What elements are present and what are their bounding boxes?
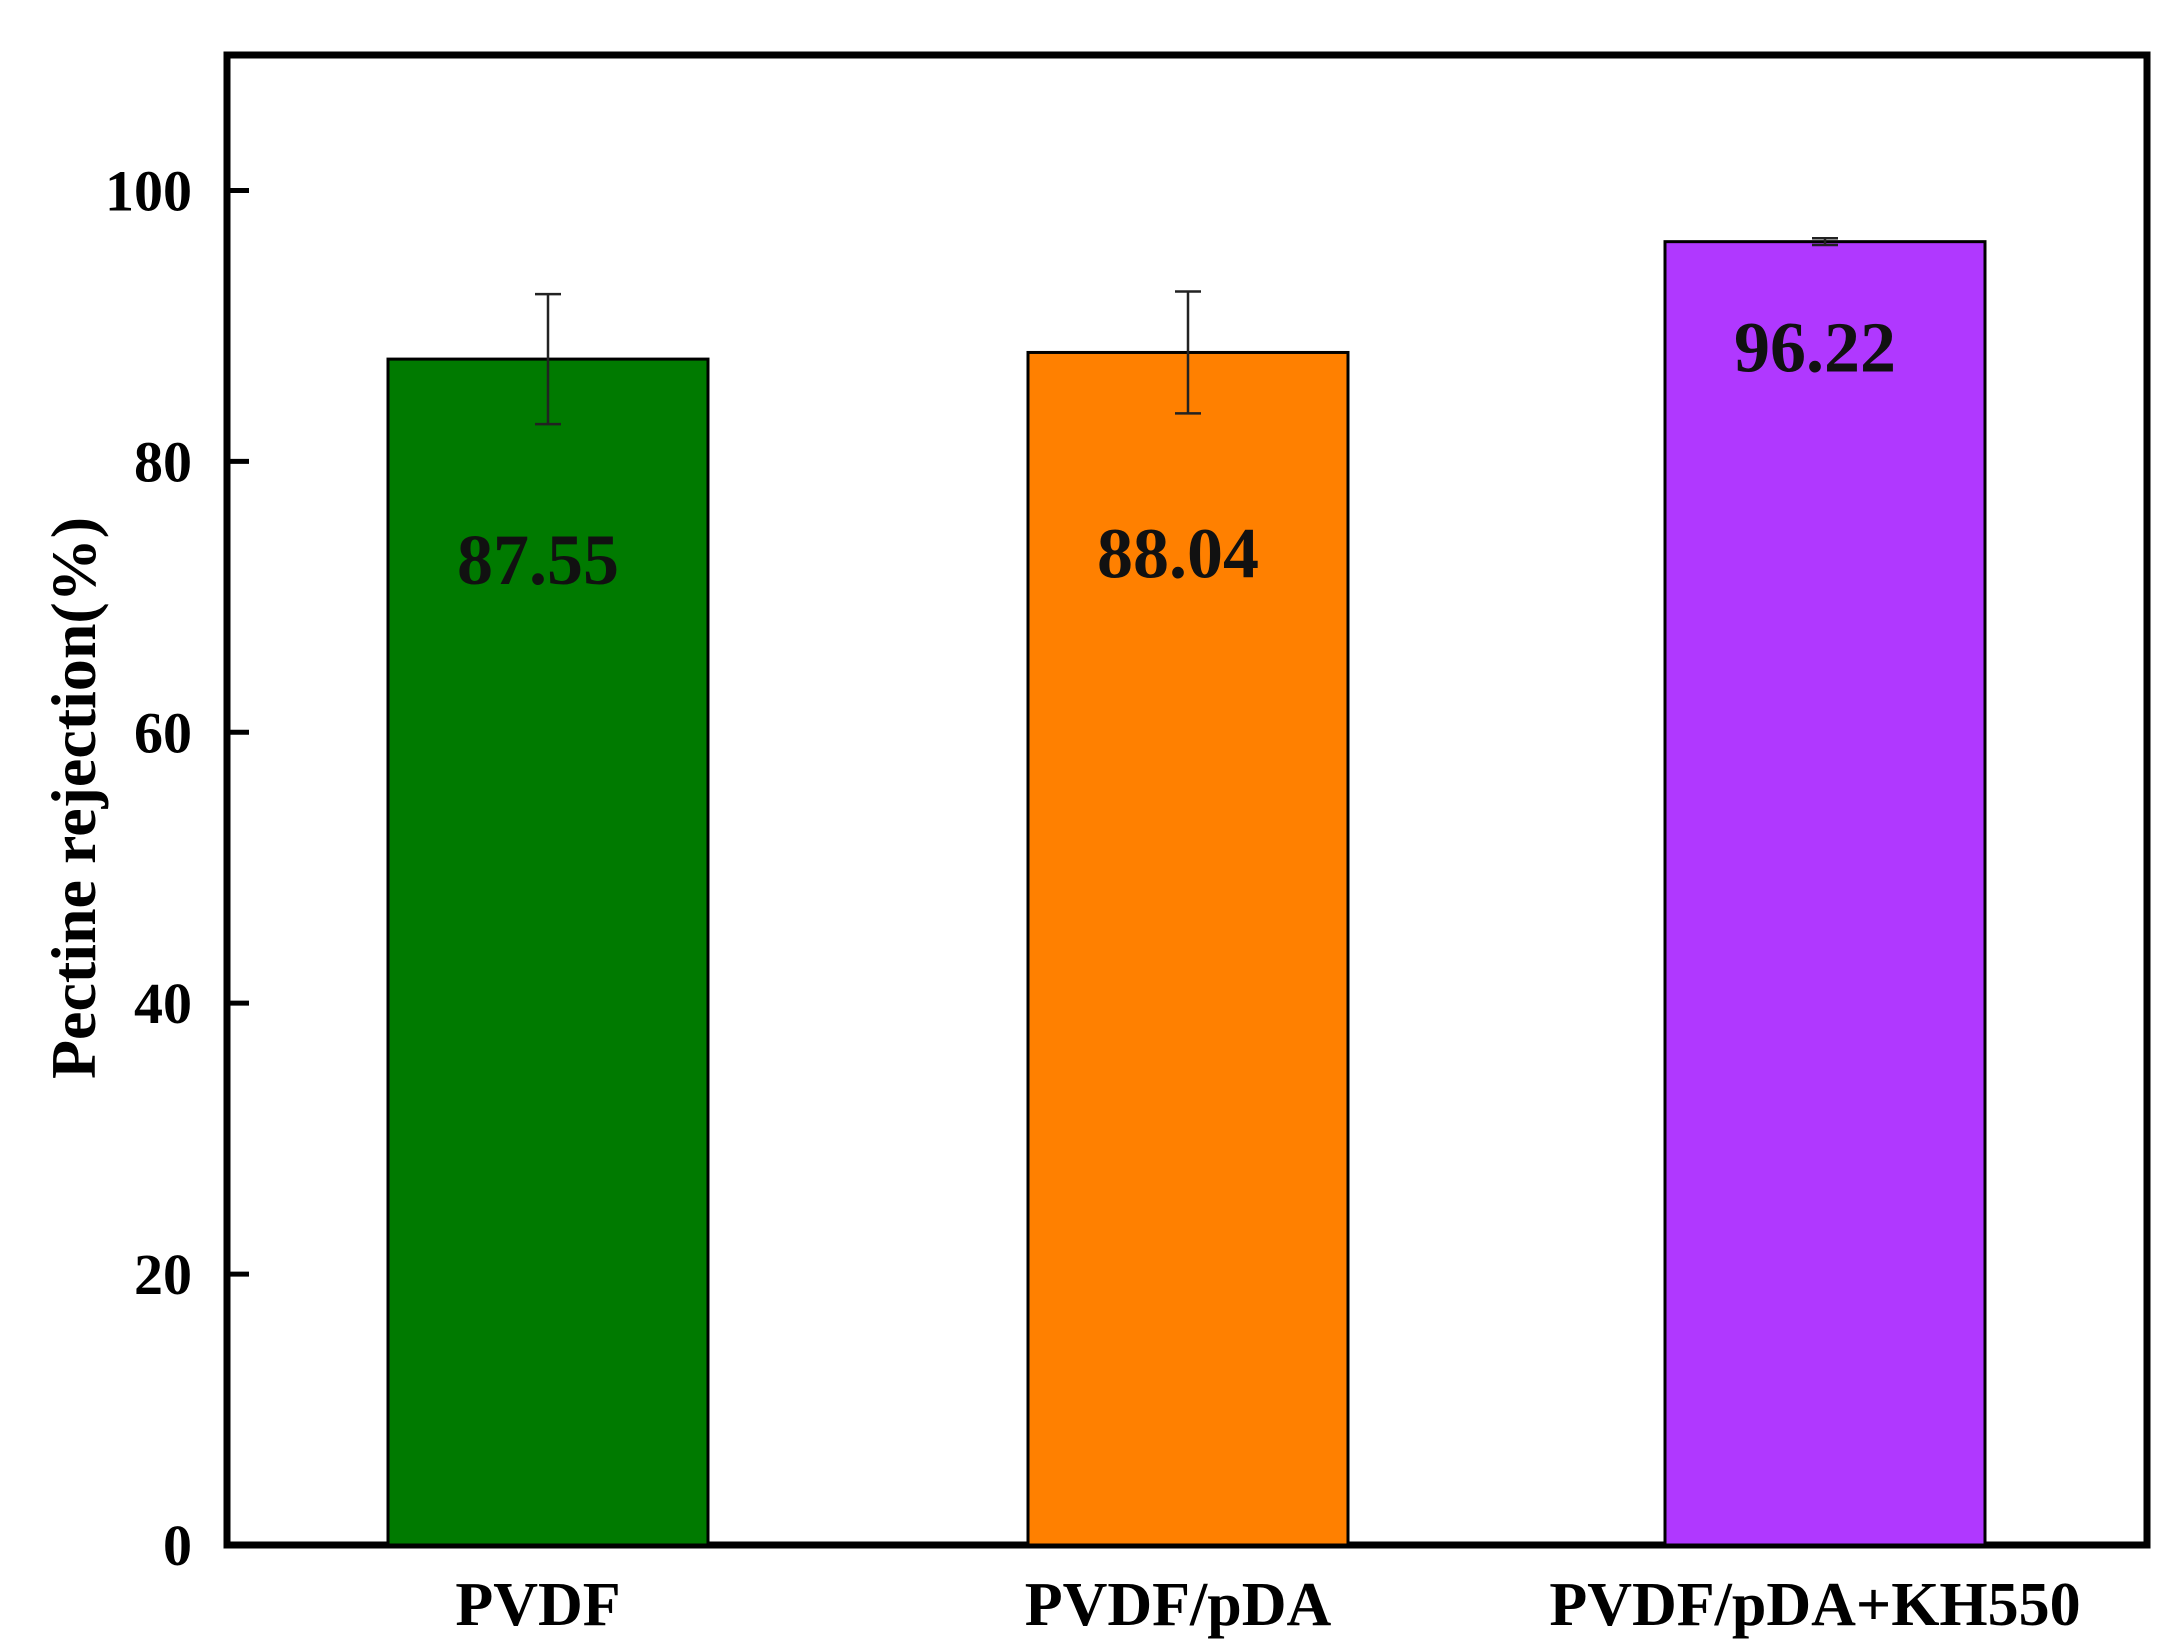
y-tick-label-100: 100 <box>105 158 192 223</box>
y-tick-label-0: 0 <box>163 1513 192 1578</box>
category-label-3: PVDF/pDA+KH550 <box>1549 1571 2080 1639</box>
y-tick-label-40: 40 <box>134 971 192 1036</box>
bar-3 <box>1663 240 1987 1547</box>
category-label-1: PVDF <box>455 1571 620 1639</box>
value-label-2: 88.04 <box>1097 513 1259 593</box>
category-label-2: PVDF/pDA <box>1025 1571 1332 1639</box>
y-tick-label-80: 80 <box>134 429 192 494</box>
value-label-3: 96.22 <box>1734 308 1896 388</box>
y-axis-label: Pectine rejection(%) <box>38 517 109 1079</box>
bar-2 <box>1026 350 1350 1547</box>
y-tick-label-60: 60 <box>134 700 192 765</box>
value-label-1: 87.55 <box>457 520 619 600</box>
y-tick-label-20: 20 <box>134 1242 192 1307</box>
